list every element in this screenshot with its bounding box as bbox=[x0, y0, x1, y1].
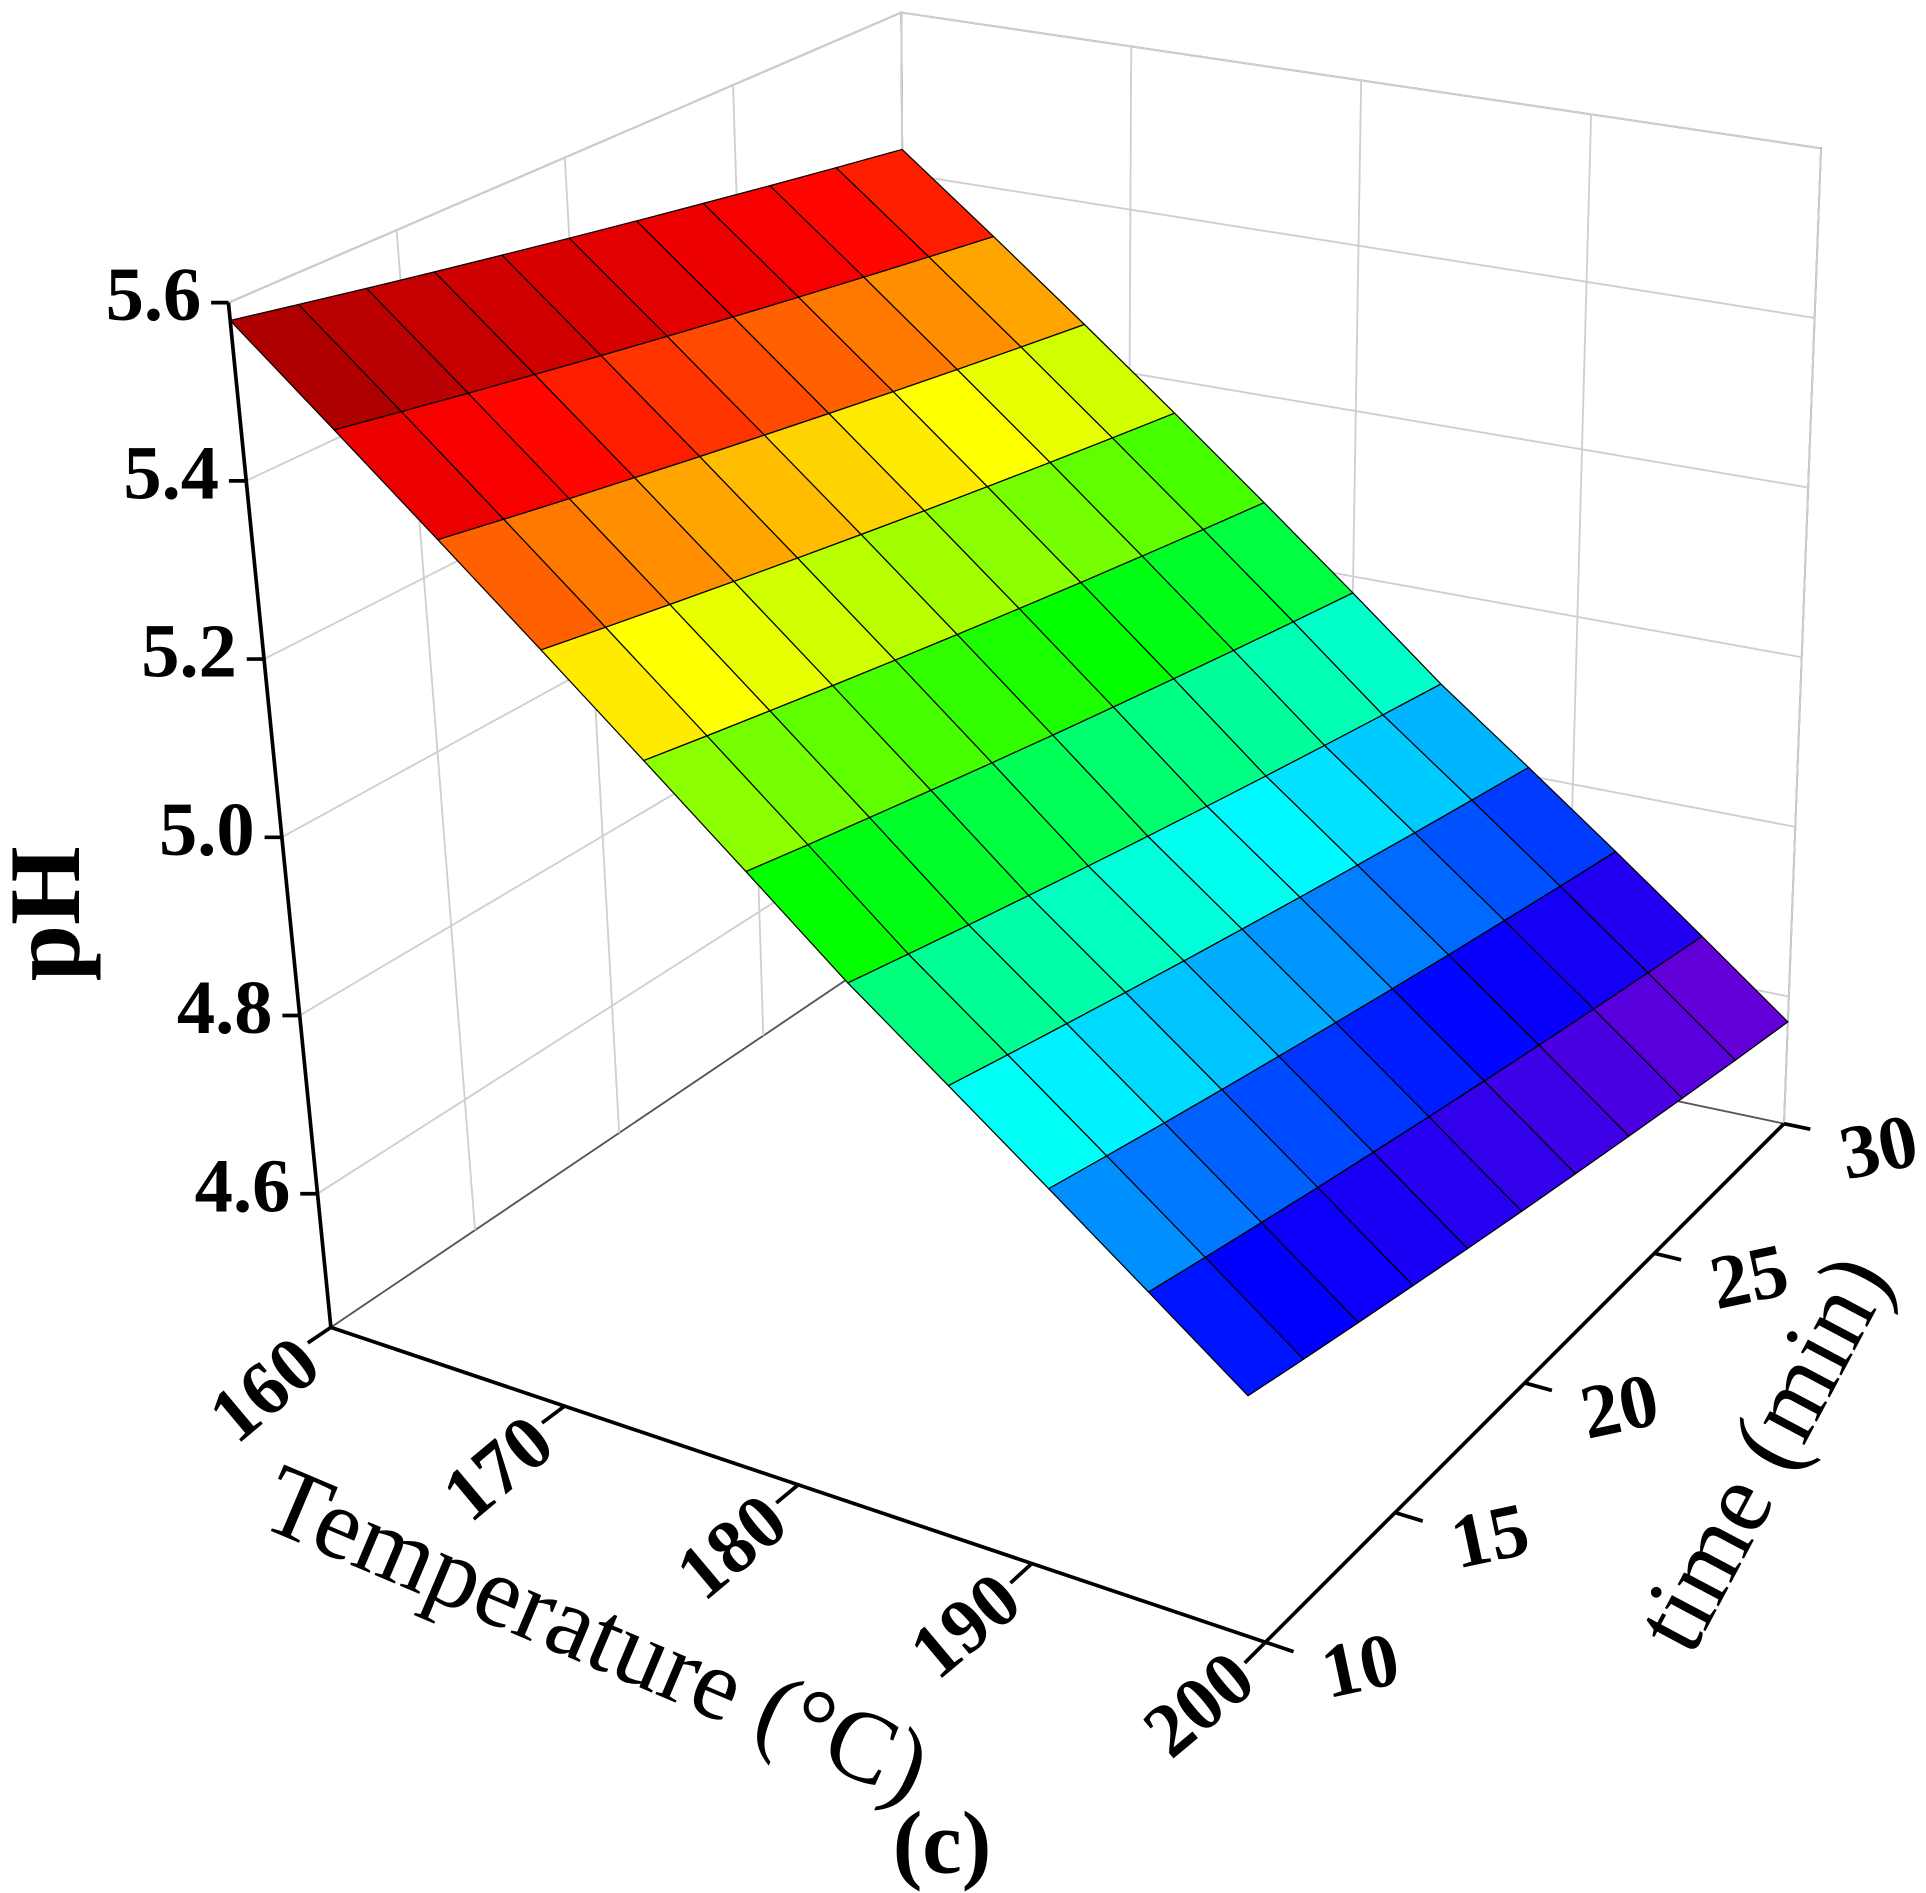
y-tick-label: 20 bbox=[1573, 1357, 1666, 1456]
x-tick bbox=[1243, 1640, 1267, 1665]
surface-cell bbox=[1147, 1256, 1305, 1397]
y-tick-label: 15 bbox=[1443, 1486, 1536, 1585]
z-tick-label: 5.4 bbox=[123, 430, 219, 515]
z-axis-title: pH bbox=[0, 846, 101, 981]
z-tick-label: 5.0 bbox=[159, 787, 255, 872]
y-tick bbox=[1264, 1640, 1295, 1654]
caption: (c) bbox=[893, 1794, 992, 1892]
z-tick-label: 4.6 bbox=[195, 1143, 291, 1228]
x-tick bbox=[540, 1404, 566, 1425]
x-tick bbox=[306, 1325, 332, 1345]
z-tick-label: 4.8 bbox=[177, 965, 273, 1050]
z-tick-label: 5.6 bbox=[106, 252, 202, 337]
x-tick bbox=[775, 1483, 800, 1505]
y-tick bbox=[1524, 1381, 1553, 1393]
y-tick bbox=[1783, 1121, 1811, 1132]
y-tick-label: 10 bbox=[1314, 1616, 1407, 1715]
z-tick-label: 5.2 bbox=[141, 609, 237, 694]
grid-line bbox=[1783, 148, 1822, 1124]
grid-line bbox=[228, 11, 1822, 304]
y-tick-label: 30 bbox=[1832, 1097, 1925, 1196]
z-axis bbox=[226, 302, 333, 1328]
y-tick bbox=[1394, 1510, 1424, 1523]
x-tick-label: 200 bbox=[1127, 1635, 1270, 1774]
surface bbox=[229, 148, 1789, 1397]
x-tick bbox=[1009, 1562, 1034, 1585]
y-tick bbox=[1653, 1251, 1682, 1262]
y-tick-label: 25 bbox=[1703, 1227, 1796, 1326]
